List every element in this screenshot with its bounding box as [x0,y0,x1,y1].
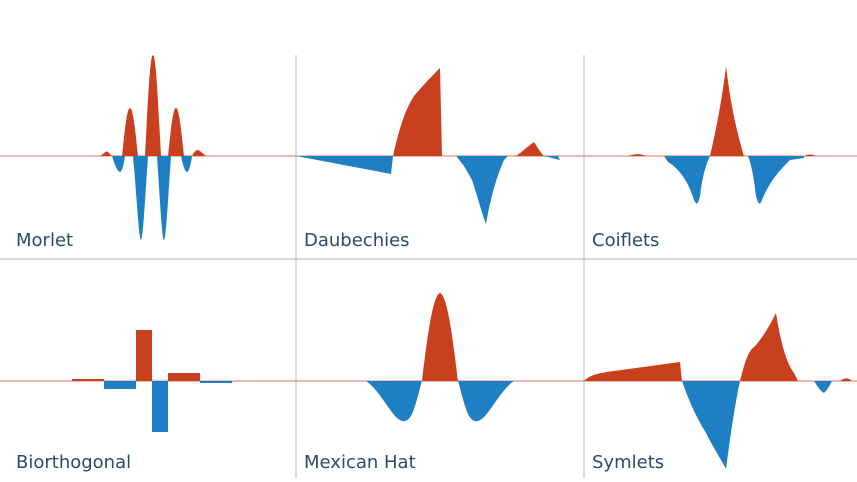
negative-tail [544,156,560,160]
positive-bump [516,142,544,156]
right-positive-peak [740,313,798,381]
central-negative [682,381,740,469]
panel-morlet: Morlet [0,0,296,259]
coiflets-plot [584,66,857,204]
step-positive-tall [136,330,152,381]
step-positive-2 [168,373,200,381]
panel-mexican-hat: Mexican Hat [296,259,584,482]
right-positive-tail [840,378,852,381]
panel-coiflets: Coiflets [584,0,857,259]
negative-lobe [442,156,508,224]
biorthogonal-plot [0,330,296,432]
left-trough [366,381,422,422]
panel-label-mexican-hat: Mexican Hat [304,452,416,473]
negative-wedge [296,156,393,174]
positive-wedge [393,68,442,156]
mexican-hat-plot [296,293,584,422]
panel-daubechies: Daubechies [296,0,584,259]
panel-symlets: Symlets [584,259,857,482]
right-negative-tail [800,381,832,393]
negative-lobes [112,156,192,240]
panel-label-symlets: Symlets [592,452,665,473]
step-negative-2 [152,381,168,432]
right-trough [458,381,514,422]
positive-lobes [100,55,206,156]
morlet-plot [0,55,296,240]
panel-label-biorthogonal: Biorthogonal [16,452,132,473]
panel-label-coiflets: Coiflets [592,230,660,251]
central-peak [422,293,458,381]
symlets-plot [584,313,857,469]
step-positive-small [72,379,104,381]
negative-lobes [646,156,804,204]
panel-biorthogonal: Biorthogonal [0,259,296,482]
step-negative-small [200,381,232,383]
panel-label-daubechies: Daubechies [304,230,410,251]
step-negative-1 [104,381,136,389]
central-peak [710,66,744,156]
left-positive-ramp [584,362,682,381]
daubechies-plot [296,68,584,224]
panel-label-morlet: Morlet [16,230,74,251]
